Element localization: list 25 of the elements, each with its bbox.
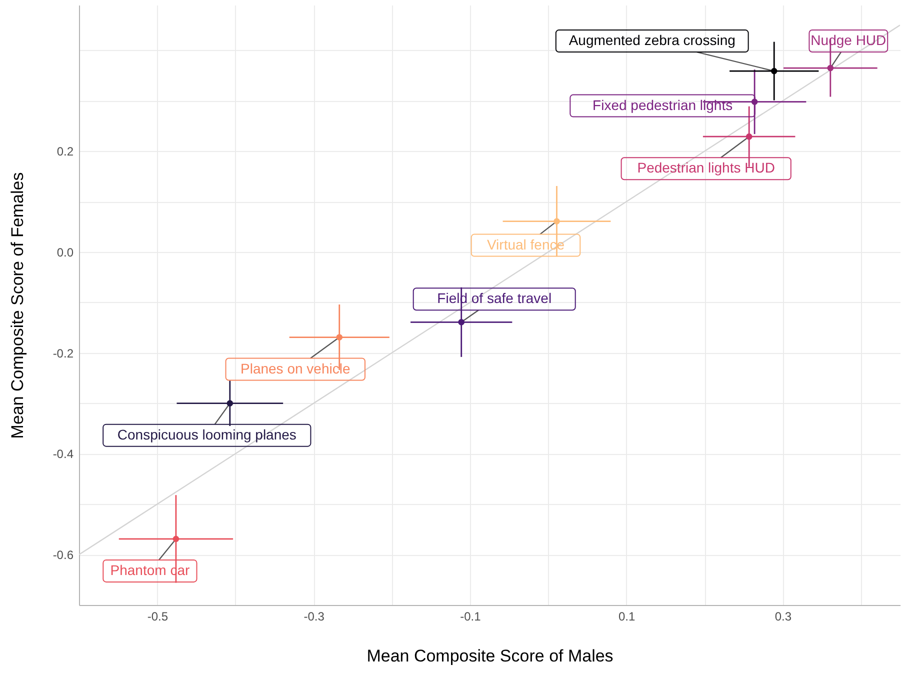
point <box>770 68 778 74</box>
series-label: Planes on vehicle <box>240 360 350 376</box>
point <box>458 318 465 326</box>
text: Augmented zebra crossing <box>568 32 736 48</box>
x-tick-label: 0.3 <box>774 610 792 624</box>
point <box>554 218 560 224</box>
y-tick-label: -0.4 <box>52 447 74 462</box>
point <box>172 536 180 542</box>
y-axis-title: Mean Composite Score of Females <box>8 172 27 439</box>
y-tick-label: -0.2 <box>52 346 74 360</box>
x-tick-label: -0.3 <box>304 610 325 624</box>
y-tick-label: 0.2 <box>56 144 74 159</box>
series-label: Nudge HUD <box>810 32 886 48</box>
point <box>226 400 234 406</box>
x-tick-label: -0.5 <box>147 610 168 624</box>
y-tick-label: -0.6 <box>52 548 74 562</box>
x-tick-label: -0.1 <box>460 610 482 624</box>
point <box>827 64 834 72</box>
text: Conspicuous looming planes <box>117 426 296 442</box>
x-axis-title: Mean Composite Score of Males <box>366 646 614 666</box>
point <box>746 133 752 140</box>
point <box>336 334 343 340</box>
y-tick-label: 0.0 <box>56 246 74 260</box>
x-tick-label: 0.1 <box>618 610 636 624</box>
text: Pedestrian lights HUD <box>637 160 775 176</box>
